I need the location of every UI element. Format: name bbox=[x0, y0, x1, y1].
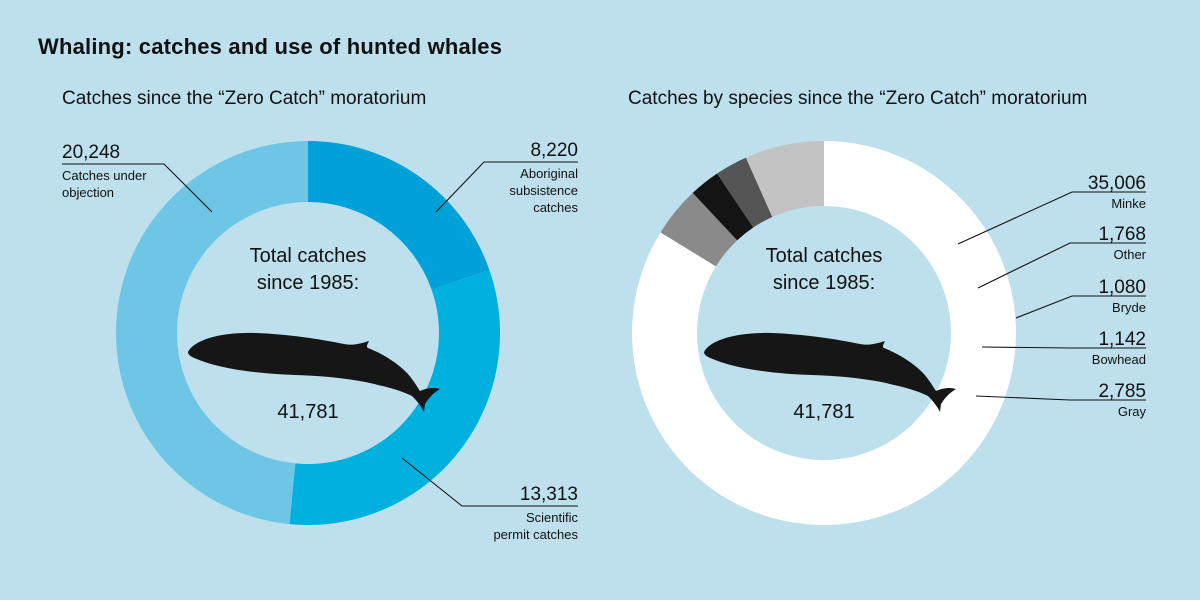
category-label-catches-under-objection: objection bbox=[62, 185, 114, 200]
category-label-scientific-permit-catches: Scientific bbox=[526, 510, 579, 525]
category-label-minke: Minke bbox=[1111, 196, 1146, 211]
category-label-bryde: Bryde bbox=[1112, 300, 1146, 315]
slice-bowhead bbox=[717, 157, 773, 228]
page-title: Whaling: catches and use of hunted whale… bbox=[38, 34, 503, 59]
leader-line-aboriginal-subsistence-catches bbox=[435, 161, 578, 213]
value-label-catches-under-objection: 20,248 bbox=[62, 142, 120, 163]
donut-chart-usage: 8,220 Aboriginal subsistence catches 13,313 S… bbox=[62, 140, 578, 542]
leader-line-other bbox=[977, 242, 1146, 289]
center-caption: Total catches bbox=[766, 245, 883, 267]
slice-other bbox=[660, 192, 738, 267]
chart-left-subtitle: Catches since the “Zero Catch” moratoriu… bbox=[62, 88, 427, 109]
value-label-aboriginal-subsistence-catches: 8,220 bbox=[530, 140, 578, 161]
whale-icon bbox=[704, 332, 956, 412]
value-label-minke: 35,006 bbox=[1088, 173, 1146, 194]
center-caption: since 1985: bbox=[773, 272, 875, 294]
category-label-catches-under-objection: Catches under bbox=[62, 168, 147, 183]
slice-gray bbox=[745, 141, 824, 217]
category-label-other: Other bbox=[1113, 247, 1146, 262]
category-label-aboriginal-subsistence-catches: Aboriginal bbox=[520, 166, 578, 181]
leader-line-scientific-permit-catches bbox=[401, 457, 578, 507]
value-label-scientific-permit-catches: 13,313 bbox=[520, 484, 578, 505]
category-label-gray: Gray bbox=[1118, 404, 1147, 419]
category-label-scientific-permit-catches: permit catches bbox=[493, 527, 578, 542]
total-value: 41,781 bbox=[793, 401, 854, 423]
value-label-gray: 2,785 bbox=[1098, 381, 1146, 402]
slice-bryde bbox=[692, 173, 754, 241]
center-caption: since 1985: bbox=[257, 272, 359, 294]
leader-line-minke bbox=[957, 191, 1146, 245]
chart-right-subtitle: Catches by species since the “Zero Catch… bbox=[628, 88, 1088, 109]
slice-aboriginal-subsistence-catches bbox=[308, 141, 490, 290]
category-label-bowhead: Bowhead bbox=[1092, 352, 1146, 367]
whale-icon bbox=[188, 332, 440, 412]
slice-catches-under-objection bbox=[115, 141, 308, 525]
leader-line-catches-under-objection bbox=[62, 163, 213, 213]
leader-line-bowhead bbox=[981, 346, 1146, 349]
donut-chart-species: 35,006 Minke 1,768 Other 1,080 Bryde 1,142 Bowh… bbox=[632, 141, 1147, 525]
center-caption: Total catches bbox=[250, 245, 367, 267]
value-label-bryde: 1,080 bbox=[1098, 277, 1146, 298]
leader-line-bryde bbox=[1015, 295, 1146, 319]
category-label-aboriginal-subsistence-catches: subsistence bbox=[509, 183, 578, 198]
value-label-bowhead: 1,142 bbox=[1098, 329, 1146, 350]
total-value: 41,781 bbox=[277, 401, 338, 423]
leader-line-gray bbox=[975, 395, 1146, 401]
slice-minke bbox=[632, 141, 1017, 525]
slice-scientific-permit-catches bbox=[289, 269, 501, 525]
category-label-aboriginal-subsistence-catches: catches bbox=[533, 200, 578, 215]
value-label-other: 1,768 bbox=[1098, 224, 1146, 245]
